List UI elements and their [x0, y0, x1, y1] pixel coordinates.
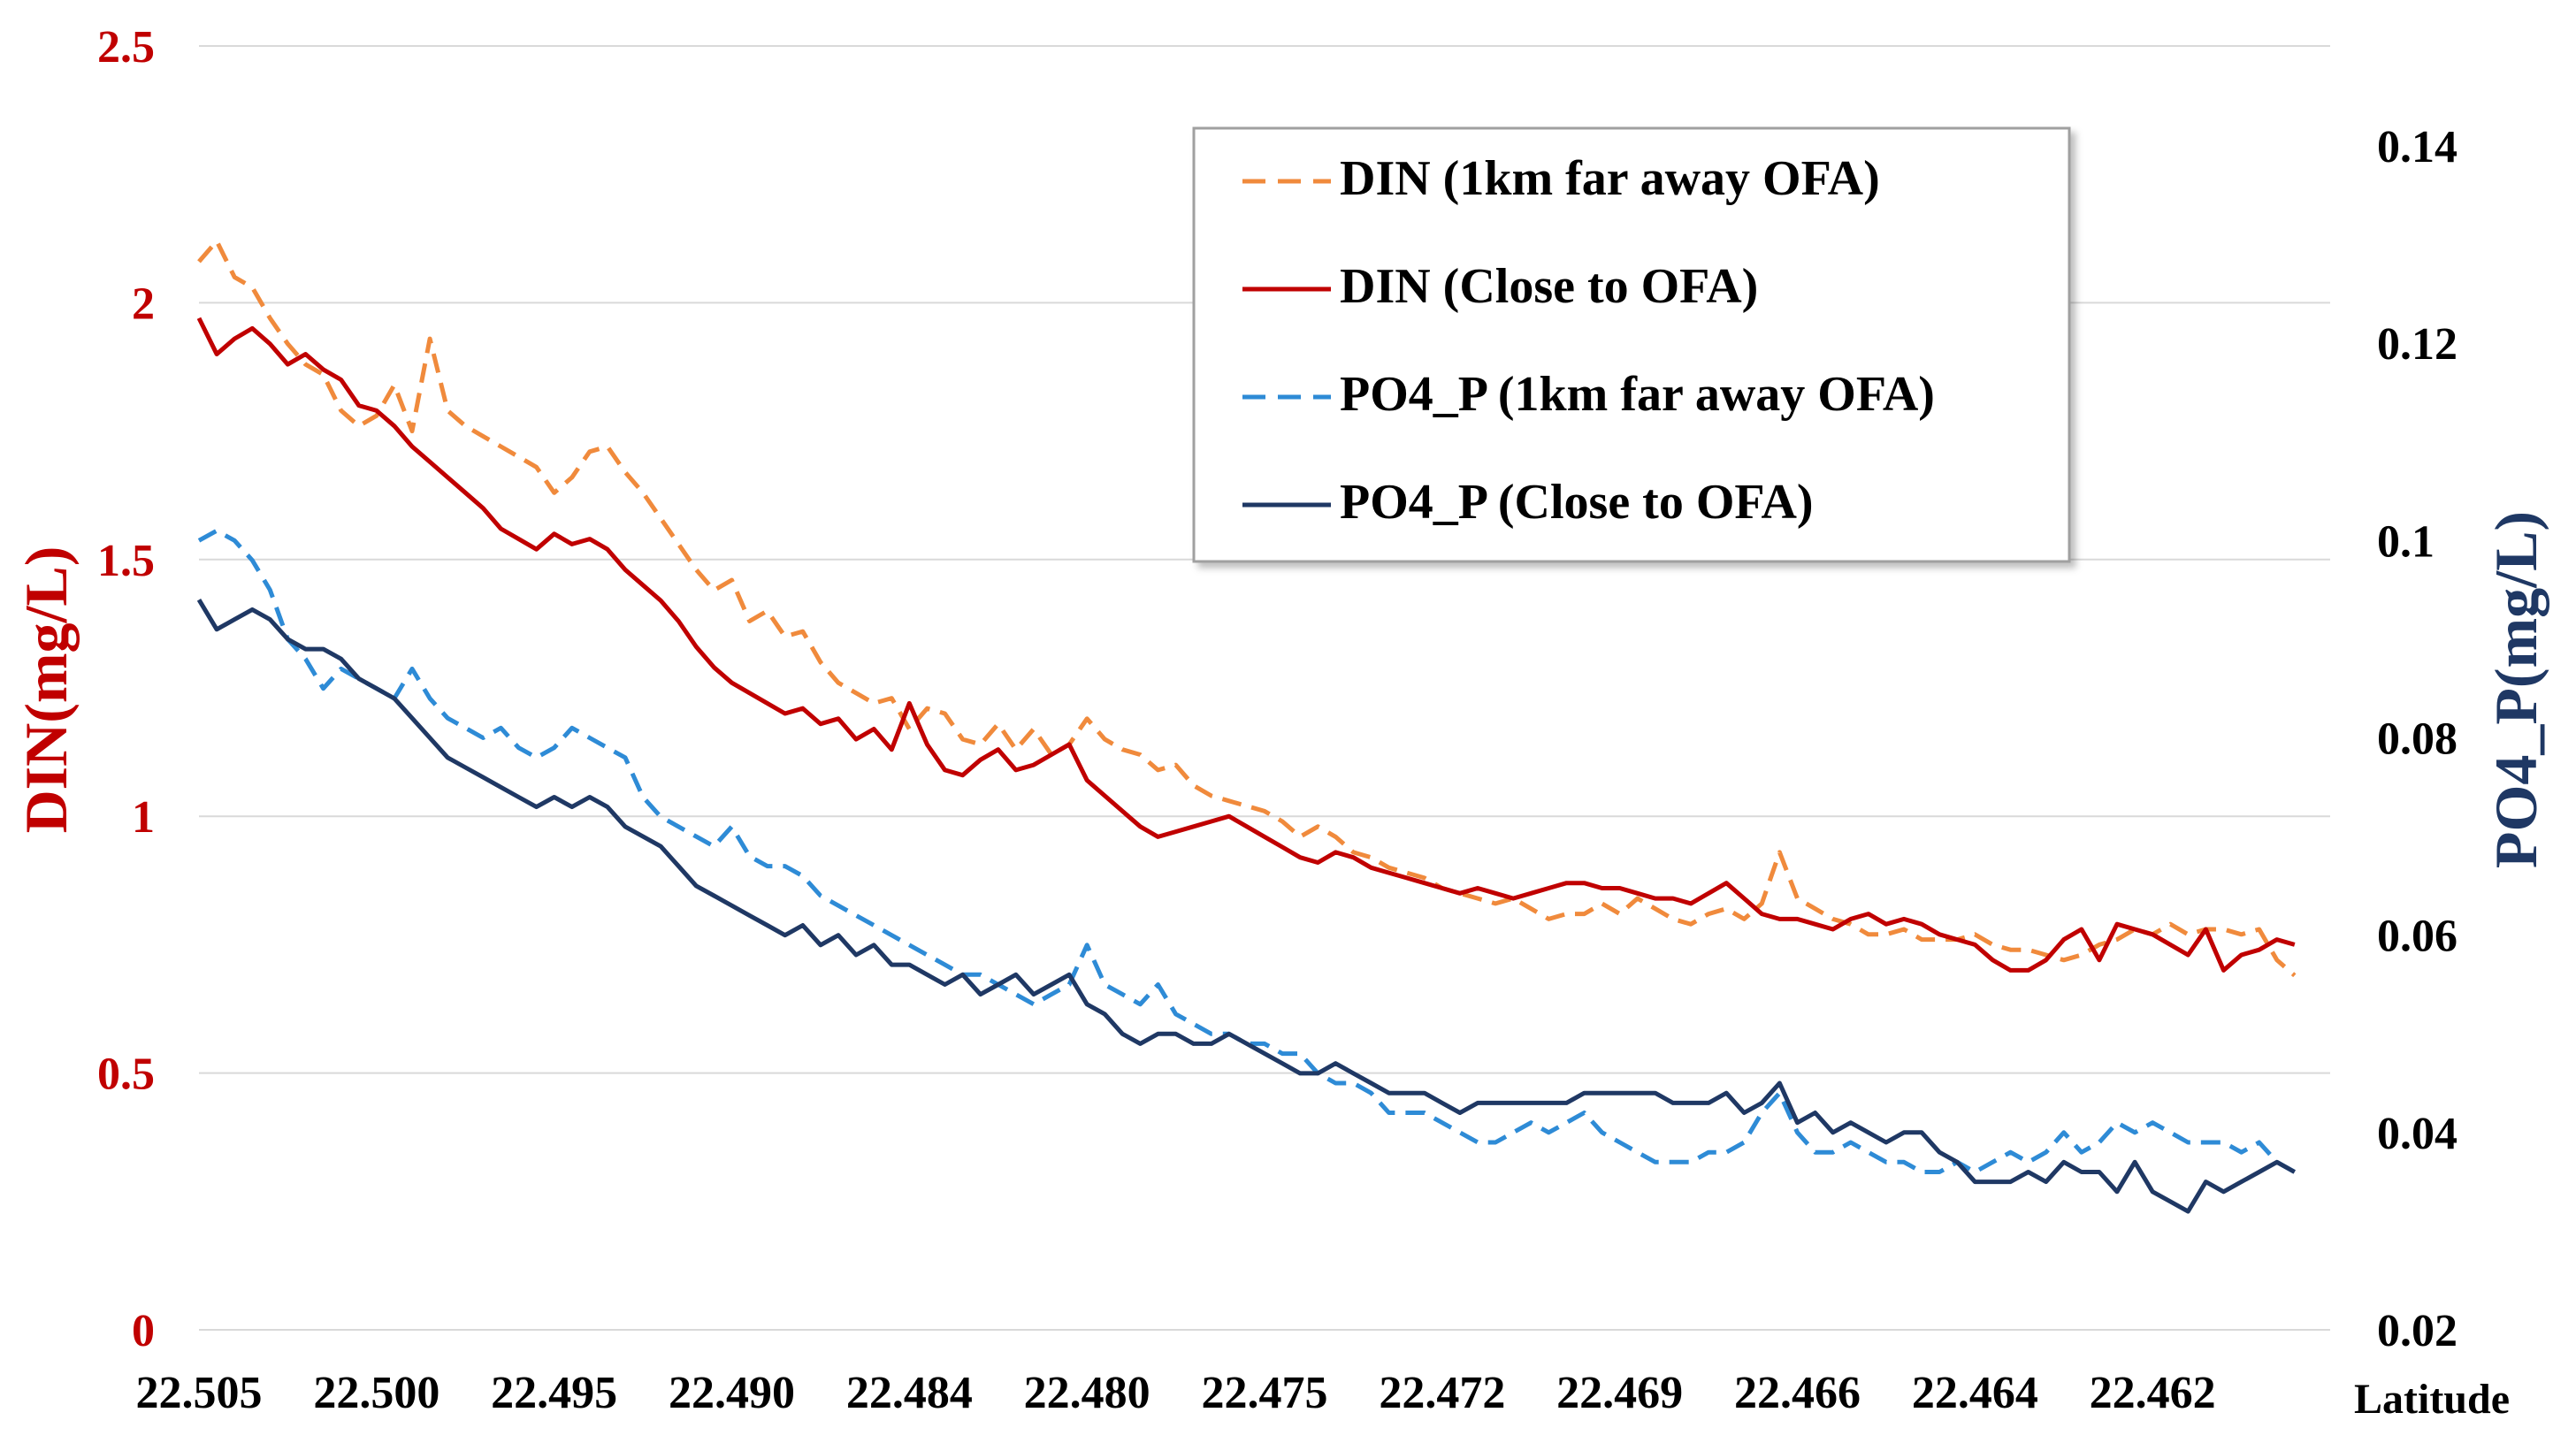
- x-axis-ticks: 22.505 22.500 22.495 22.490 22.484 22.480 22.4…: [136, 1368, 2216, 1418]
- x-tick-label: 22.466: [1734, 1368, 1861, 1418]
- right-tick-label: 0.14: [2377, 122, 2458, 172]
- left-tick-label: 1.5: [97, 536, 155, 586]
- right-tick-label: 0.04: [2377, 1109, 2458, 1159]
- legend-label-din-far: DIN (1km far away OFA): [1340, 151, 1880, 206]
- x-tick-label: 22.464: [1912, 1368, 2038, 1418]
- series-line-3: [196, 599, 2297, 1214]
- right-tick-label: 0.02: [2377, 1306, 2458, 1356]
- x-tick-label: 22.462: [2090, 1368, 2216, 1418]
- left-axis-ticks: 0 0.5 1 1.5 2 2.5: [97, 22, 155, 1356]
- legend: DIN (1km far away OFA) DIN (Close to OFA…: [1192, 126, 2071, 563]
- series-line-0: [197, 239, 2297, 978]
- series-lines: [196, 239, 2297, 1214]
- x-tick-label: 22.475: [1202, 1368, 1328, 1418]
- x-tick-label: 22.472: [1379, 1368, 1505, 1418]
- left-tick-label: 2.5: [97, 22, 155, 73]
- x-axis-title: Latitude: [2354, 1376, 2510, 1423]
- x-tick-label: 22.495: [491, 1368, 617, 1418]
- left-axis-title: DIN(mg/L): [12, 546, 80, 834]
- left-tick-label: 0.5: [97, 1050, 155, 1100]
- x-tick-label: 22.469: [1556, 1368, 1683, 1418]
- x-tick-label: 22.500: [313, 1368, 440, 1418]
- right-axis-title: PO4_P(mg/L): [2482, 511, 2549, 868]
- left-tick-label: 0: [132, 1306, 155, 1356]
- series-line-2: [197, 528, 2297, 1174]
- x-tick-label: 22.490: [669, 1368, 795, 1418]
- right-tick-label: 0.08: [2377, 714, 2458, 765]
- right-tick-label: 0.06: [2377, 912, 2458, 962]
- right-tick-label: 0.1: [2377, 516, 2435, 567]
- x-tick-label: 22.480: [1024, 1368, 1150, 1418]
- x-tick-label: 22.484: [846, 1368, 973, 1418]
- series-line-1: [196, 317, 2296, 973]
- x-tick-label: 22.505: [136, 1368, 263, 1418]
- legend-box: [1192, 126, 2071, 563]
- legend-label-po4-far: PO4_P (1km far away OFA): [1340, 367, 1935, 422]
- right-axis-ticks: 0.02 0.04 0.06 0.08 0.1 0.12 0.14: [2377, 122, 2458, 1356]
- left-tick-label: 1: [132, 792, 155, 843]
- legend-label-din-close: DIN (Close to OFA): [1340, 259, 1758, 314]
- legend-label-po4-close: PO4_P (Close to OFA): [1340, 475, 1814, 530]
- left-tick-label: 2: [132, 279, 155, 329]
- right-tick-label: 0.12: [2377, 319, 2458, 370]
